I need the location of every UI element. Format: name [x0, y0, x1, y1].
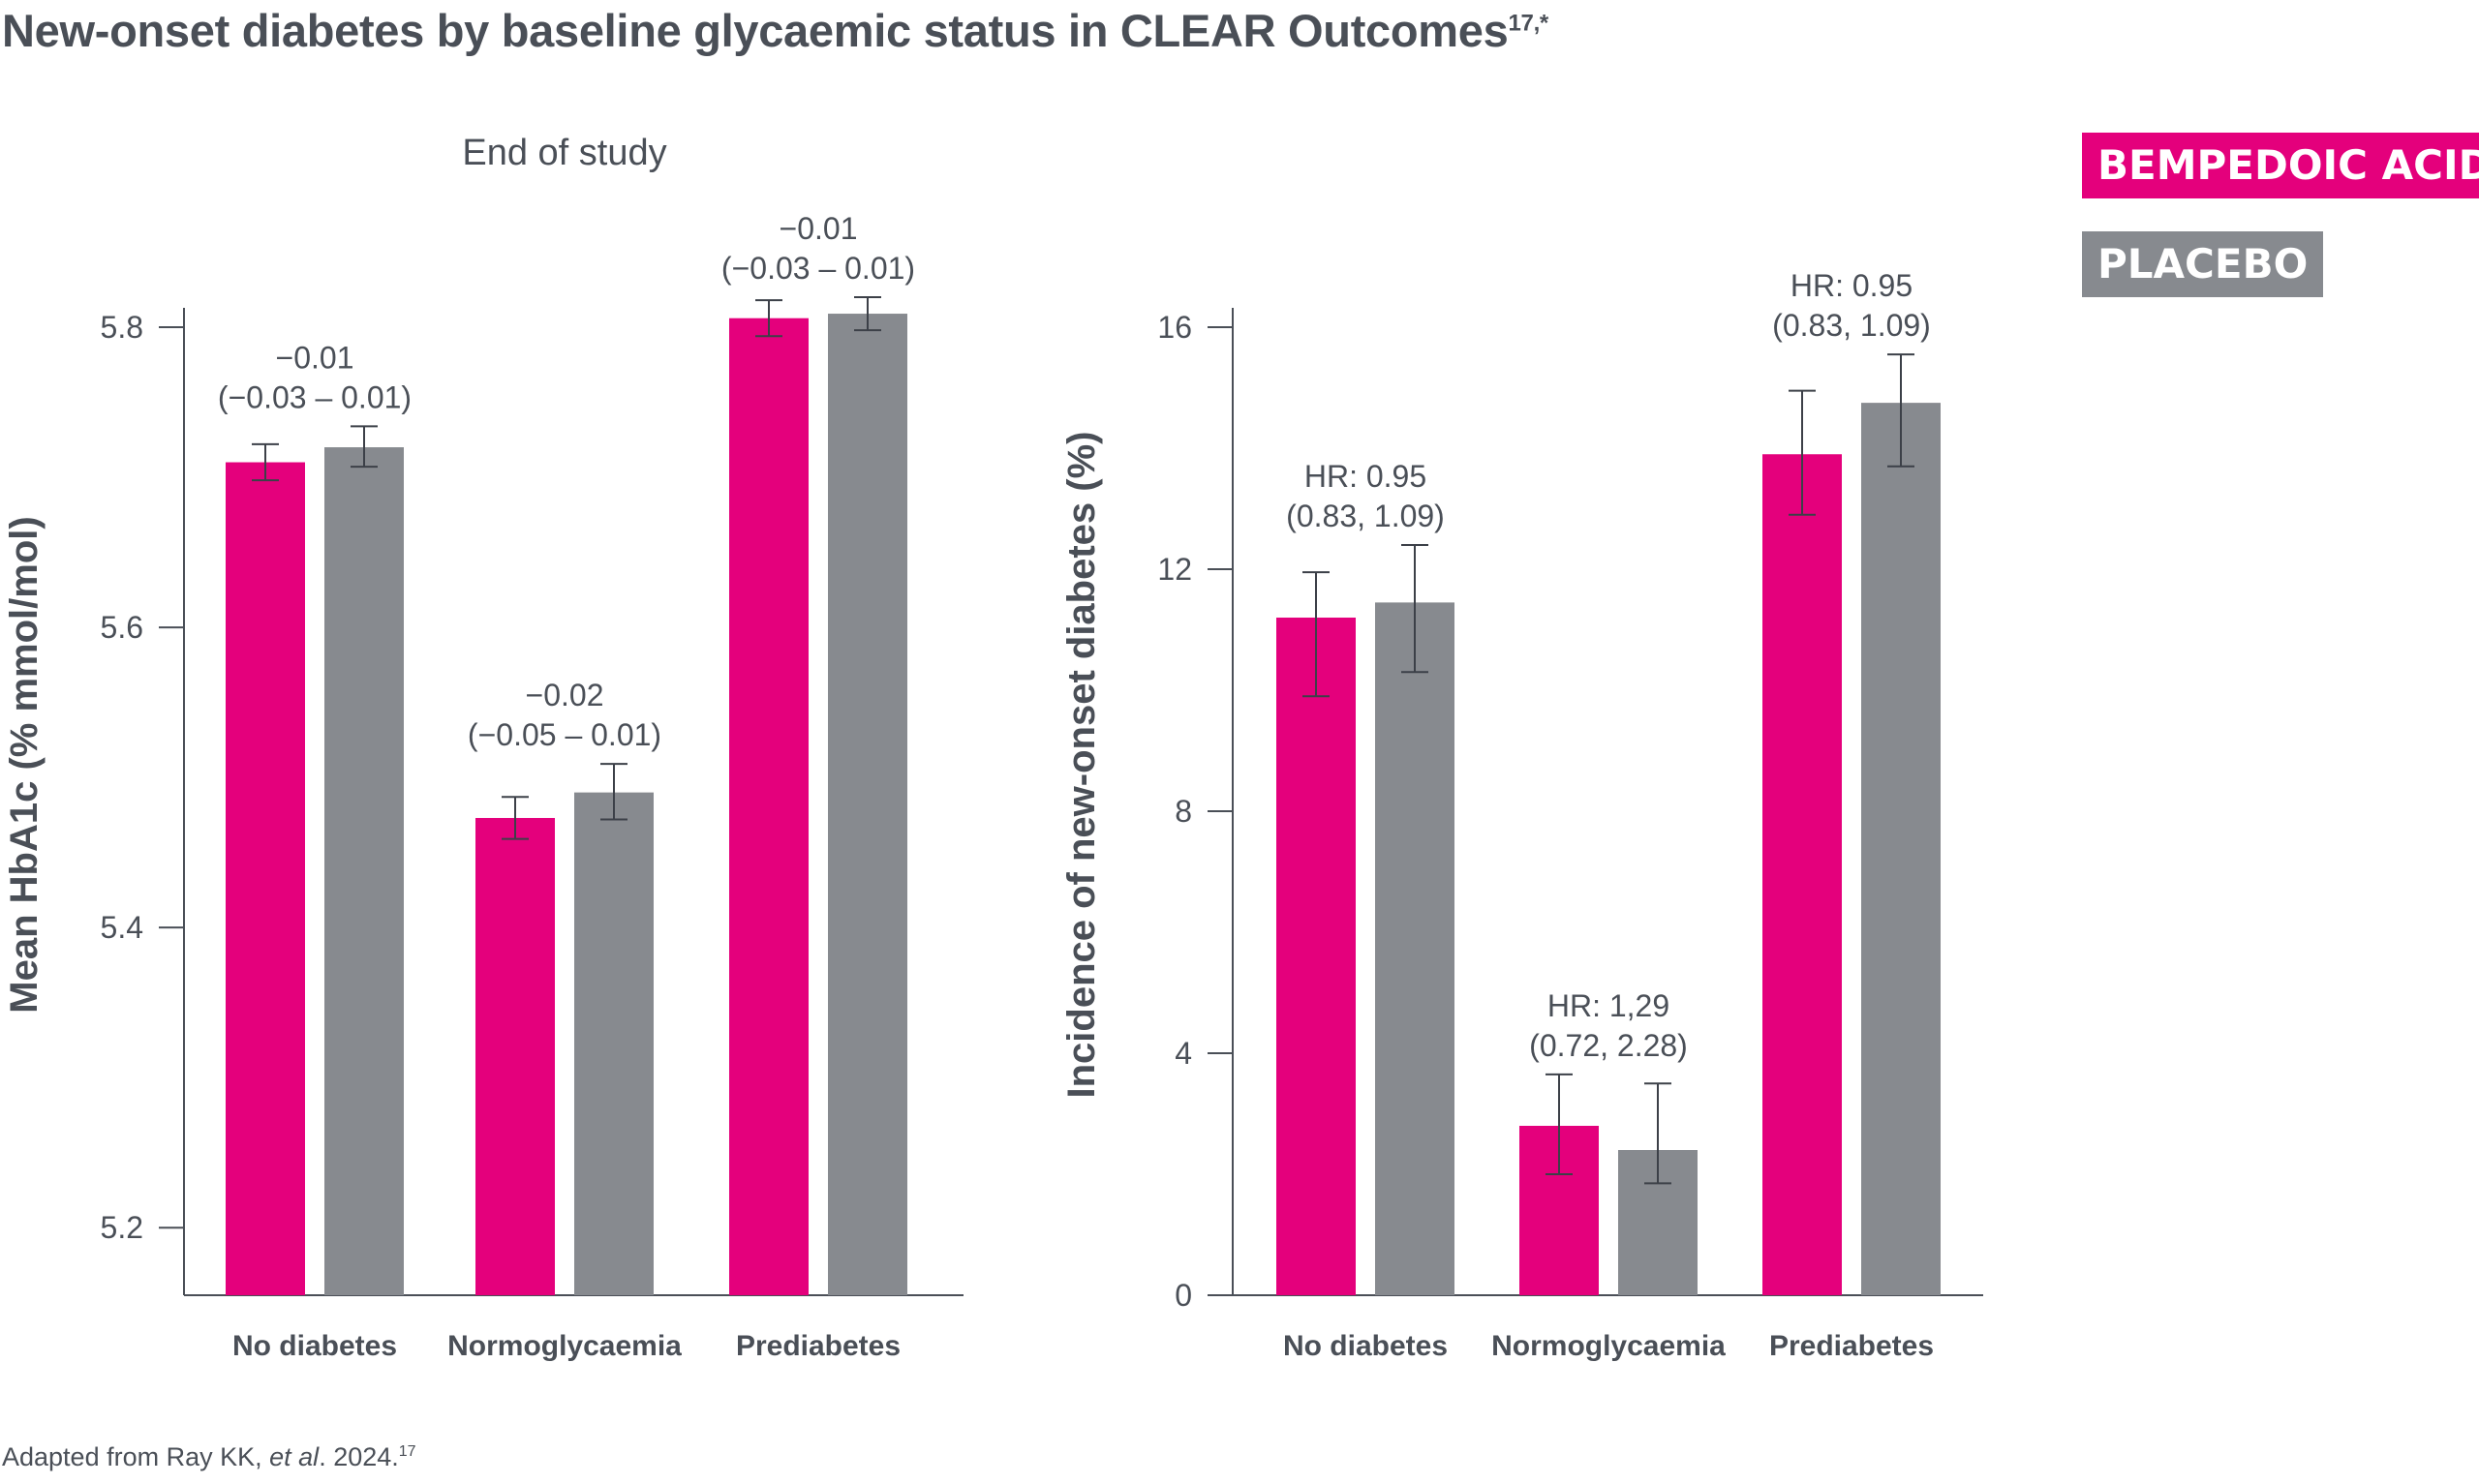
y-tick-label: 5.2 [101, 1210, 143, 1245]
annotation-line1: HR: 1,29 [1547, 988, 1669, 1023]
page-title: New-onset diabetes by baseline glycaemic… [2, 5, 1548, 56]
y-axis-label: Incidence of new-onset diabetes (%) [1060, 431, 1103, 1098]
y-tick-label: 5.8 [101, 310, 143, 345]
y-tick-label: 0 [1175, 1278, 1192, 1313]
y-tick-label: 5.6 [101, 610, 143, 645]
x-category-label: Prediabetes [1769, 1330, 1934, 1362]
bar-bempedoic-acid [475, 817, 555, 1295]
footnote: Adapted from Ray KK, et al. 2024.17 [2, 1442, 416, 1471]
bar-placebo [1375, 602, 1454, 1295]
chart-subtitle: End of study [462, 133, 666, 173]
annotation-line2: (0.83, 1.09) [1772, 308, 1931, 343]
y-tick-label: 16 [1157, 310, 1192, 345]
hba1c-chart: 5.2 5.4 5.6 5.8 Mean HbA1c (% mmol/mol) End o… [3, 133, 964, 1362]
y-tick-label: 8 [1175, 794, 1192, 829]
x-category-label: No diabetes [1283, 1330, 1448, 1362]
bar-bempedoic-acid [226, 462, 305, 1295]
title-superscript: 17,* [1508, 10, 1548, 37]
bar-bempedoic-acid [729, 318, 809, 1296]
annotation-line1: −0.02 [526, 678, 604, 712]
annotation-line2: (0.72, 2.28) [1529, 1028, 1688, 1063]
x-category-label: No diabetes [232, 1330, 397, 1362]
y-tick-label: 4 [1175, 1036, 1192, 1071]
x-category-label: Normoglycaemia [447, 1330, 682, 1362]
bar-bempedoic-acid [1762, 454, 1842, 1295]
y-tick-label: 5.4 [101, 910, 143, 945]
annotation-line2: (−0.03 – 0.01) [218, 379, 412, 414]
annotation-line1: HR: 0.95 [1790, 268, 1913, 303]
bar-bempedoic-acid [1276, 618, 1356, 1295]
bar-placebo [1861, 403, 1941, 1295]
bar-placebo [574, 792, 654, 1295]
legend-placebo: PLACEBO [2082, 231, 2324, 297]
x-category-label: Normoglycaemia [1491, 1330, 1726, 1362]
annotation-line1: HR: 0.95 [1304, 459, 1426, 494]
y-tick-label: 12 [1157, 552, 1192, 587]
bar-placebo [324, 447, 404, 1295]
annotation-line2: (−0.05 – 0.01) [468, 717, 661, 752]
legend-bempedoic-acid: BEMPEDOIC ACID [2082, 133, 2479, 198]
annotation-line2: (0.83, 1.09) [1286, 499, 1445, 533]
y-axis-label: Mean HbA1c (% mmol/mol) [3, 516, 46, 1013]
annotation-line1: −0.01 [780, 211, 858, 246]
incidence-chart: 0 4 8 12 16 Incidence of new-onset diabetes (… [1060, 268, 1983, 1362]
annotation-line2: (−0.03 – 0.01) [721, 251, 915, 286]
annotation-line1: −0.01 [276, 340, 354, 375]
x-category-label: Prediabetes [736, 1330, 901, 1362]
bar-placebo [828, 314, 907, 1295]
